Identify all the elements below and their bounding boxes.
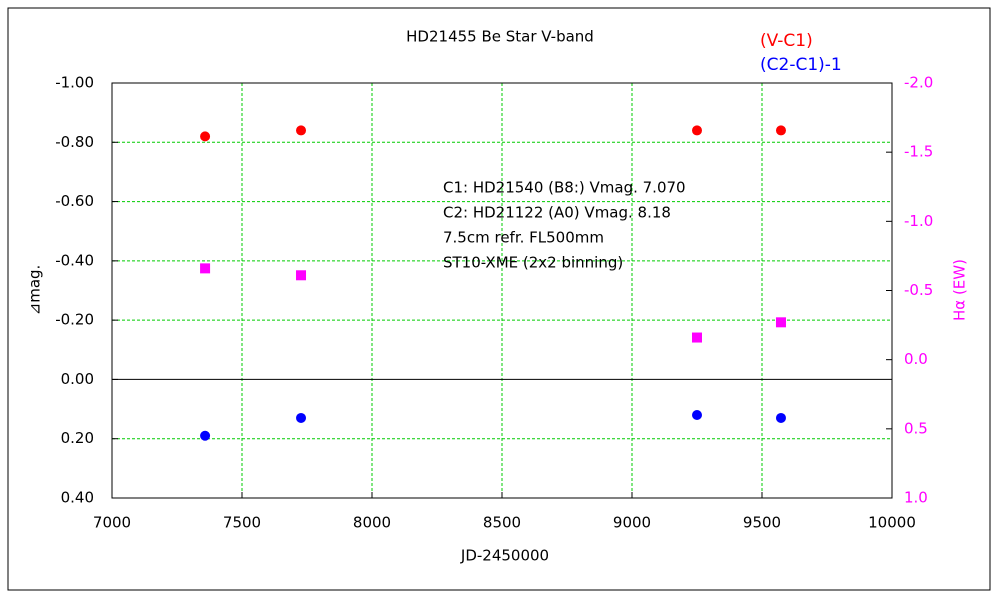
frame: [7, 7, 991, 591]
point: [775, 412, 786, 423]
point: [296, 270, 307, 281]
y2-tick-label: 1.0: [904, 489, 928, 507]
x-tick-label: 8500: [483, 514, 521, 532]
y-tick-label: -0.40: [55, 251, 94, 269]
legend-entry: (C2-C1)-1: [760, 55, 842, 75]
y2-tick-label: 0.5: [904, 419, 928, 437]
y2-tick-label: -1.0: [904, 212, 933, 230]
annotation: ST10-XME (2x2 binning): [443, 254, 623, 272]
x-tick-label: 7500: [223, 514, 261, 532]
y-tick-label: -0.60: [55, 192, 94, 210]
y-tick-label: -0.80: [55, 133, 94, 151]
point: [692, 125, 702, 136]
y2-tick-label: -0.5: [904, 281, 933, 299]
y2-tick-label: -1.5: [904, 143, 933, 161]
x-tick-label: 9500: [743, 514, 781, 532]
annotation: C1: HD21540 (B8:) Vmag. 7.070: [443, 179, 686, 197]
chart-title: HD21455 Be Star V-band: [406, 28, 594, 46]
point: [296, 412, 307, 423]
y-tick-label: 0.00: [61, 370, 94, 388]
y2-axis-label: Hα (EW): [951, 259, 969, 321]
x-tick-label: 7000: [93, 514, 131, 532]
legend-entry: (V-C1): [760, 31, 813, 51]
y-tick-label: -0.20: [55, 311, 94, 329]
y2-tick-label: 0.0: [904, 350, 928, 368]
annotation: C2: HD21122 (A0) Vmag. 8.18: [443, 204, 671, 222]
x-tick-label: 9000: [613, 514, 651, 532]
point: [692, 332, 702, 343]
x-tick-label: 8000: [353, 514, 391, 532]
y-tick-label: 0.20: [61, 429, 94, 447]
y2-tick-label: -2.0: [904, 74, 933, 92]
plot-area: [111, 82, 893, 499]
annotation: 7.5cm refr. FL500mm: [443, 229, 604, 247]
point: [200, 263, 211, 274]
y-tick-label: 0.40: [61, 489, 94, 507]
point: [775, 317, 786, 328]
point: [200, 131, 211, 142]
x-axis-label: JD-2450000: [460, 547, 549, 565]
point: [296, 125, 307, 136]
y-axis-label: ⊿mag.: [26, 265, 44, 316]
point: [775, 125, 786, 136]
point: [200, 430, 211, 441]
point: [692, 410, 702, 420]
y-tick-label: -1.00: [55, 74, 94, 92]
x-tick-label: 10000: [868, 514, 916, 532]
